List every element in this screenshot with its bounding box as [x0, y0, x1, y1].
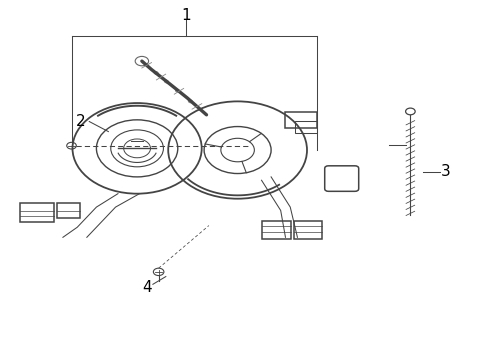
- Text: 1: 1: [181, 8, 191, 23]
- Bar: [286, 112, 317, 128]
- Text: 4: 4: [142, 280, 152, 295]
- Bar: [57, 204, 80, 218]
- Text: 3: 3: [441, 164, 451, 179]
- Bar: [20, 203, 54, 222]
- Bar: [262, 220, 291, 239]
- Text: 2: 2: [76, 114, 86, 129]
- Bar: [294, 220, 322, 239]
